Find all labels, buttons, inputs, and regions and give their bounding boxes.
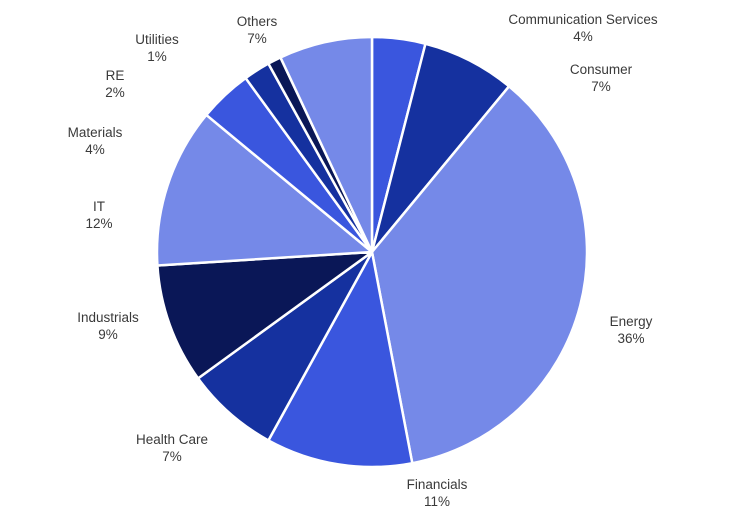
pie-slice-it[interactable] — [155, 113, 374, 267]
pie-slice-industrials[interactable] — [156, 250, 374, 380]
pie-slice-financials[interactable] — [267, 250, 414, 469]
pie-slice-others[interactable] — [279, 35, 374, 254]
pie-slice-energy[interactable] — [370, 85, 589, 465]
